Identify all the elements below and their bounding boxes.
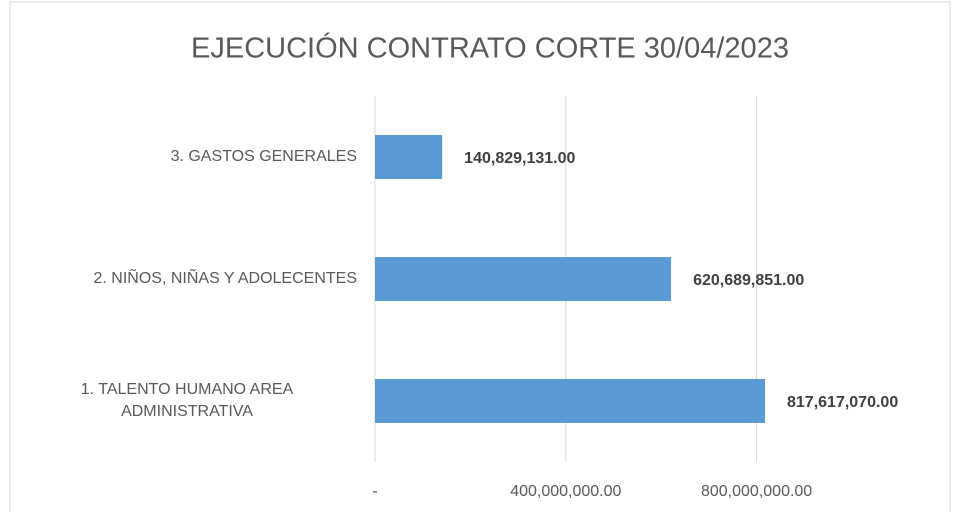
y-tick-text: 2. NIÑOS, NIÑAS Y ADOLECENTES: [93, 270, 358, 287]
x-tick-label: -: [372, 483, 377, 500]
data-label: 817,617,070.00: [787, 394, 898, 411]
y-tick-label: 1. TALENTO HUMANO AREA ADMINISTRATIVA: [17, 379, 357, 423]
data-label: 620,689,851.00: [693, 272, 804, 289]
x-tick-label: 400,000,000.00: [510, 483, 621, 500]
data-label: 140,829,131.00: [464, 150, 575, 167]
chart-title: EJECUCIÓN CONTRATO CORTE 30/04/2023: [191, 32, 789, 65]
bar: [375, 379, 766, 423]
y-tick-text: 3. GASTOS GENERALES: [170, 148, 357, 165]
y-tick-label: 2. NIÑOS, NIÑAS Y ADOLECENTES: [17, 268, 358, 290]
chart-border: [9, 1, 951, 512]
y-tick-text: 1. TALENTO HUMANO AREA ADMINISTRATIVA: [80, 381, 294, 420]
x-tick-label: 800,000,000.00: [701, 483, 812, 500]
bar: [375, 135, 443, 179]
y-tick-label: 3. GASTOS GENERALES: [17, 146, 357, 168]
bar: [375, 257, 672, 301]
